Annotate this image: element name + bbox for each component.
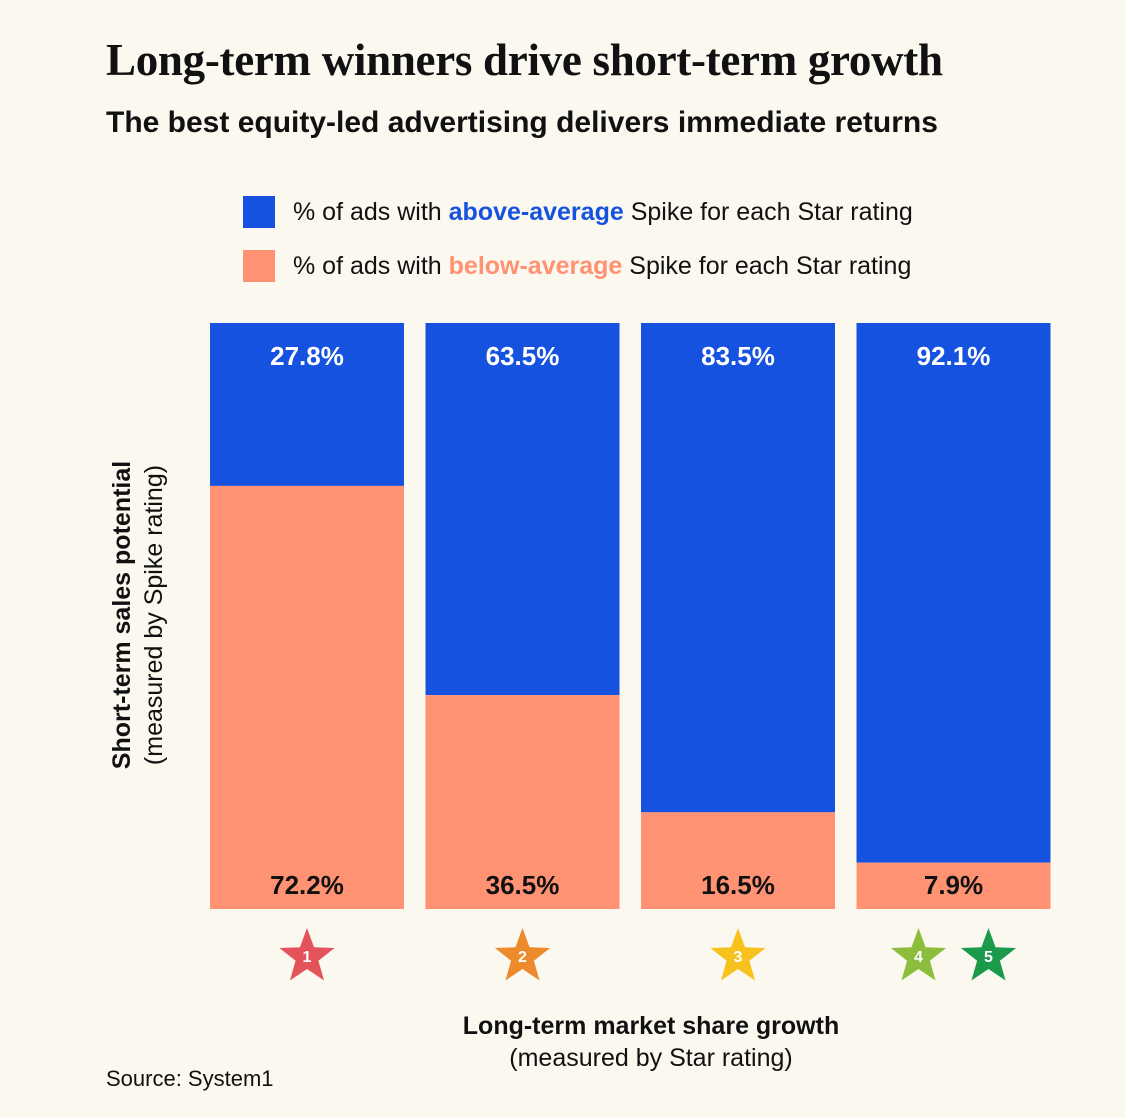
data-label-below-average-2: 36.5%	[486, 870, 560, 900]
legend-item-below-average: % of ads with below-average Spike for ea…	[243, 250, 911, 282]
bar-group-2: 63.5% 36.5% 2	[425, 323, 620, 981]
chart-title: Long-term winners drive short-term growt…	[106, 35, 943, 85]
x-axis-label: Long-term market share growth (measured …	[463, 1010, 839, 1074]
star-rating-label-2: 2	[518, 949, 527, 966]
bar-below-average-2	[425, 695, 620, 909]
data-label-below-average-1: 72.2%	[270, 870, 344, 900]
y-axis-label-line1: Short-term sales potential	[108, 460, 136, 770]
bar-above-average-4	[856, 323, 1051, 863]
y-axis-label: Short-term sales potential (measured by …	[106, 461, 170, 769]
star-rating-4-icon: 4	[890, 928, 947, 981]
star-rating-label-4: 4	[914, 949, 923, 966]
data-label-above-average-2: 63.5%	[486, 341, 560, 371]
star-rating-label-1: 1	[303, 949, 312, 966]
star-rating-label-5: 5	[984, 949, 993, 966]
bar-above-average-2	[425, 323, 620, 696]
star-rating-label-3: 3	[734, 949, 743, 966]
data-label-above-average-1: 27.8%	[270, 341, 344, 371]
legend-emphasis-below-average: below-average	[448, 251, 623, 280]
star-rating-2-icon: 2	[494, 928, 551, 981]
source-note: Source: System1	[106, 1066, 274, 1091]
bar-below-average-4	[856, 862, 1051, 909]
bar-group-1: 27.8% 72.2% 1	[210, 323, 404, 981]
data-label-above-average-4: 92.1%	[917, 341, 991, 371]
data-label-above-average-3: 83.5%	[701, 341, 775, 371]
x-axis-label-line1: Long-term market share growth	[462, 1012, 840, 1040]
legend-text-above-average: % of ads with above-average Spike for ea…	[293, 197, 913, 226]
data-label-below-average-4: 7.9%	[924, 870, 983, 900]
bar-below-average-1	[210, 485, 404, 909]
chart-subtitle: The best equity-led advertising delivers…	[106, 106, 938, 139]
legend-text-below-average: % of ads with below-average Spike for ea…	[293, 251, 912, 280]
bar-above-average-1	[210, 323, 404, 486]
star-rating-5-icon: 5	[960, 928, 1017, 981]
legend-swatch-above-average	[243, 196, 275, 228]
bar-below-average-3	[641, 812, 835, 909]
y-axis-label-line2: (measured by Spike rating)	[140, 464, 168, 766]
data-label-below-average-3: 16.5%	[701, 870, 775, 900]
bar-above-average-3	[641, 323, 835, 813]
star-rating-3-icon: 3	[710, 928, 766, 981]
legend-swatch-below-average	[243, 250, 275, 282]
x-axis-label-line2: (measured by Star rating)	[509, 1044, 793, 1072]
legend-emphasis-above-average: above-average	[448, 197, 624, 226]
star-rating-1-icon: 1	[279, 928, 335, 981]
legend-item-above-average: % of ads with above-average Spike for ea…	[243, 196, 913, 228]
bar-group-4: 92.1% 7.9% 4 5	[856, 323, 1051, 981]
bar-group-3: 83.5% 16.5% 3	[641, 323, 835, 981]
